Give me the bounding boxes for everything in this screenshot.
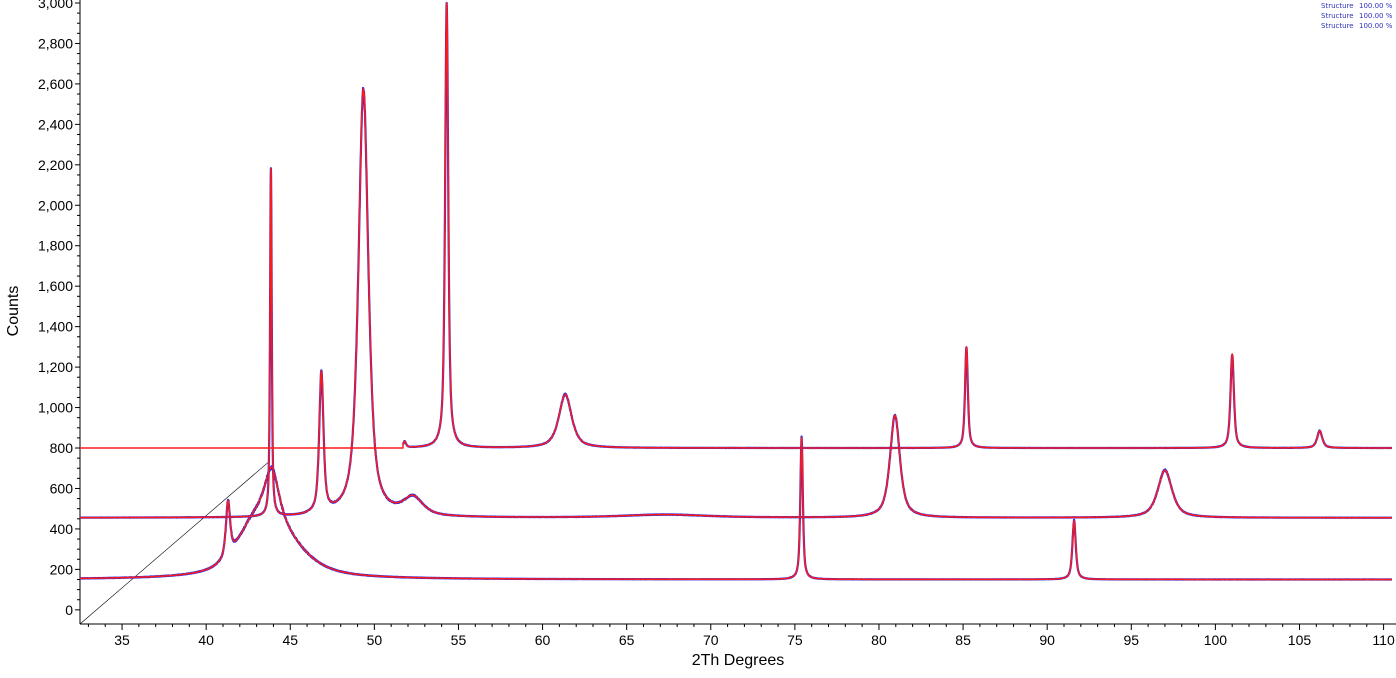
y-tick-label: 1,200 <box>38 359 73 375</box>
y-tick-label: 2,600 <box>38 76 73 92</box>
y-tick-label: 1,800 <box>38 238 73 254</box>
legend-label: Structure <box>1321 22 1354 30</box>
x-tick-label: 95 <box>1123 632 1139 648</box>
y-tick-label: 2,400 <box>38 116 73 132</box>
x-tick-label: 85 <box>955 632 971 648</box>
axes: 0 200 400 600 800 1,000 1,200 1,400 1,600 1,800 2,… <box>38 0 1396 648</box>
legend-value: 100.00 % <box>1359 2 1393 10</box>
observed-profile <box>402 1 1393 450</box>
x-tick-label: 90 <box>1039 632 1055 648</box>
x-tick-label: 75 <box>787 632 803 648</box>
guide-line-layer <box>79 461 269 625</box>
pattern-series-2 <box>79 86 1393 519</box>
y-tick-label: 1,600 <box>38 278 73 294</box>
legend: Structure 100.00 % Structure 100.00 % Struct… <box>1321 2 1393 30</box>
guide-line <box>79 461 269 625</box>
y-tick-label: 1,400 <box>38 319 73 335</box>
y-tick-label: 2,800 <box>38 35 73 51</box>
x-tick-label: 70 <box>703 632 719 648</box>
y-tick-label: 2,000 <box>38 197 73 213</box>
pattern-series-1 <box>79 435 1393 581</box>
x-tick-label: 110 <box>1372 632 1395 648</box>
y-tick-label: 800 <box>50 440 74 456</box>
x-tick-label: 100 <box>1204 632 1228 648</box>
y-tick-label: 600 <box>50 480 74 496</box>
calculated-profile <box>79 437 1393 581</box>
x-tick-label: 60 <box>535 632 551 648</box>
y-tick-label: 3,000 <box>38 0 73 11</box>
x-tick-label: 55 <box>451 632 467 648</box>
x-tick-label: 50 <box>367 632 383 648</box>
y-axis-title: Counts <box>5 286 22 337</box>
y-tick-label: 400 <box>50 521 74 537</box>
calculated-profile <box>79 88 1393 519</box>
calculated-profile <box>80 2 1393 449</box>
y-tick-label: 2,200 <box>38 157 73 173</box>
x-tick-label: 45 <box>282 632 298 648</box>
observed-profile <box>79 86 1393 519</box>
pattern-series-3 <box>80 1 1393 450</box>
x-tick-label: 105 <box>1288 632 1312 648</box>
legend-label: Structure <box>1321 12 1354 20</box>
legend-value: 100.00 % <box>1359 12 1393 20</box>
y-tick-label: 1,000 <box>38 400 73 416</box>
series-layer <box>79 1 1393 581</box>
y-tick-label: 200 <box>50 561 74 577</box>
x-axis-title: 2Th Degrees <box>692 652 785 669</box>
x-tick-label: 40 <box>198 632 214 648</box>
legend-value: 100.00 % <box>1359 22 1393 30</box>
legend-label: Structure <box>1321 2 1354 10</box>
x-tick-label: 35 <box>114 632 130 648</box>
x-tick-label: 80 <box>871 632 887 648</box>
y-tick-label: 0 <box>65 602 73 618</box>
x-tick-label: 65 <box>619 632 635 648</box>
